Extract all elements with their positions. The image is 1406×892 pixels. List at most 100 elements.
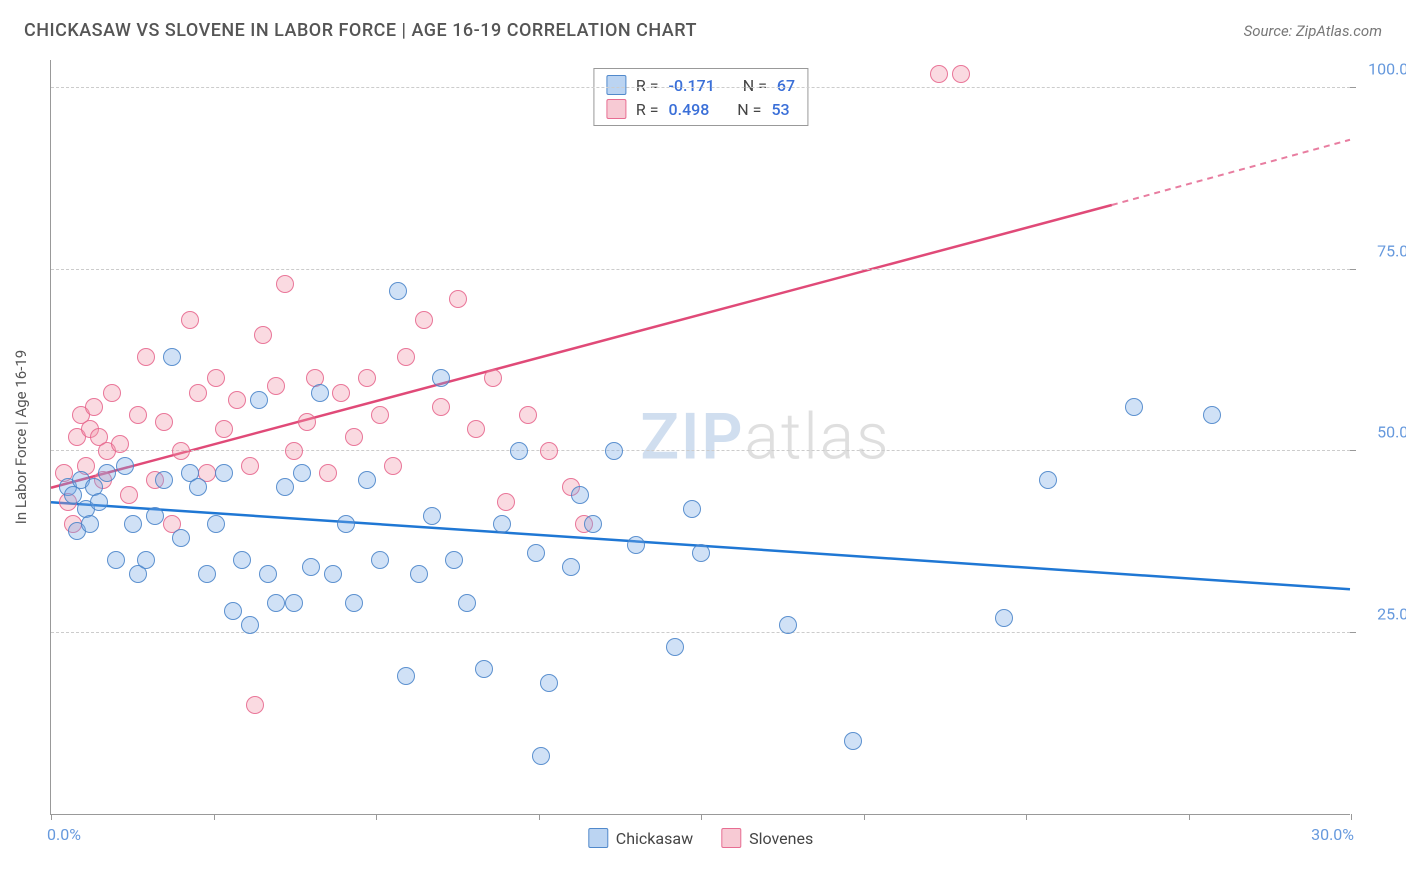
data-point [116, 457, 134, 475]
data-point [384, 457, 402, 475]
swatch-blue-icon [606, 75, 626, 95]
data-point [358, 369, 376, 387]
data-point [423, 507, 441, 525]
data-point [302, 558, 320, 576]
data-point [584, 515, 602, 533]
data-point [207, 369, 225, 387]
data-point [103, 384, 121, 402]
data-point [146, 507, 164, 525]
data-point [241, 457, 259, 475]
data-point [311, 384, 329, 402]
data-point [189, 384, 207, 402]
gridline [51, 269, 1350, 270]
data-point [137, 348, 155, 366]
chart-source: Source: ZipAtlas.com [1244, 22, 1382, 40]
data-point [666, 638, 684, 656]
data-point [519, 406, 537, 424]
data-point [233, 551, 251, 569]
data-point [293, 464, 311, 482]
y-tick [1350, 269, 1356, 270]
data-point [267, 594, 285, 612]
x-min-label: 0.0% [47, 825, 81, 844]
data-point [627, 536, 645, 554]
stat-n-value-1: 53 [771, 100, 789, 119]
data-point [319, 464, 337, 482]
data-point [276, 478, 294, 496]
y-tick [1350, 450, 1356, 451]
data-point [85, 398, 103, 416]
data-point [155, 413, 173, 431]
stat-r-label: R = [636, 76, 659, 95]
data-point [475, 660, 493, 678]
plot-area: In Labor Force | Age 16-19 ZIPatlas R = … [50, 60, 1350, 815]
data-point [432, 369, 450, 387]
gridline [51, 450, 1350, 451]
data-point [995, 609, 1013, 627]
data-point [246, 696, 264, 714]
x-tick [214, 814, 215, 820]
data-point [562, 558, 580, 576]
data-point [90, 493, 108, 511]
legend-item-chickasaw: Chickasaw [588, 828, 693, 848]
data-point [397, 667, 415, 685]
data-point [285, 594, 303, 612]
watermark-atlas: atlas [745, 400, 891, 475]
data-point [493, 515, 511, 533]
stat-n-value-0: 67 [777, 76, 795, 95]
data-point [445, 551, 463, 569]
data-point [224, 602, 242, 620]
watermark: ZIPatlas [640, 400, 890, 475]
data-point [107, 551, 125, 569]
watermark-zip: ZIP [640, 400, 744, 475]
data-point [371, 406, 389, 424]
data-point [930, 65, 948, 83]
x-tick [1351, 814, 1352, 820]
gridline [51, 87, 1350, 88]
y-tick [1350, 632, 1356, 633]
data-point [241, 616, 259, 634]
x-tick [1189, 814, 1190, 820]
data-point [215, 464, 233, 482]
data-point [324, 565, 342, 583]
data-point [358, 471, 376, 489]
stats-row-slovenes: R = 0.498 N = 53 [606, 97, 795, 121]
stat-n-label: N = [743, 76, 767, 95]
data-point [397, 348, 415, 366]
data-point [254, 326, 272, 344]
stat-r-value-1: 0.498 [669, 100, 710, 119]
data-point [189, 478, 207, 496]
x-tick [539, 814, 540, 820]
data-point [571, 486, 589, 504]
y-tick [1350, 87, 1356, 88]
data-point [497, 493, 515, 511]
legend-label-chickasaw: Chickasaw [616, 829, 693, 848]
data-point [111, 435, 129, 453]
chart-title: CHICKASAW VS SLOVENE IN LABOR FORCE | AG… [24, 20, 697, 41]
data-point [371, 551, 389, 569]
data-point [415, 311, 433, 329]
stats-row-chickasaw: R = -0.171 N = 67 [606, 73, 795, 97]
data-point [692, 544, 710, 562]
data-point [345, 594, 363, 612]
data-point [389, 282, 407, 300]
stat-r-label: R = [636, 100, 659, 119]
y-tick-label: 50.0% [1377, 423, 1406, 442]
y-tick-label: 75.0% [1377, 241, 1406, 260]
data-point [527, 544, 545, 562]
data-point [120, 486, 138, 504]
data-point [337, 515, 355, 533]
swatch-blue-icon [588, 828, 608, 848]
x-tick [1026, 814, 1027, 820]
data-point [432, 398, 450, 416]
data-point [484, 369, 502, 387]
x-tick [51, 814, 52, 820]
data-point [172, 529, 190, 547]
series-legend: Chickasaw Slovenes [588, 828, 813, 848]
data-point [163, 348, 181, 366]
y-tick-label: 25.0% [1377, 604, 1406, 623]
data-point [98, 464, 116, 482]
data-point [129, 406, 147, 424]
data-point [410, 565, 428, 583]
data-point [124, 515, 142, 533]
data-point [250, 391, 268, 409]
